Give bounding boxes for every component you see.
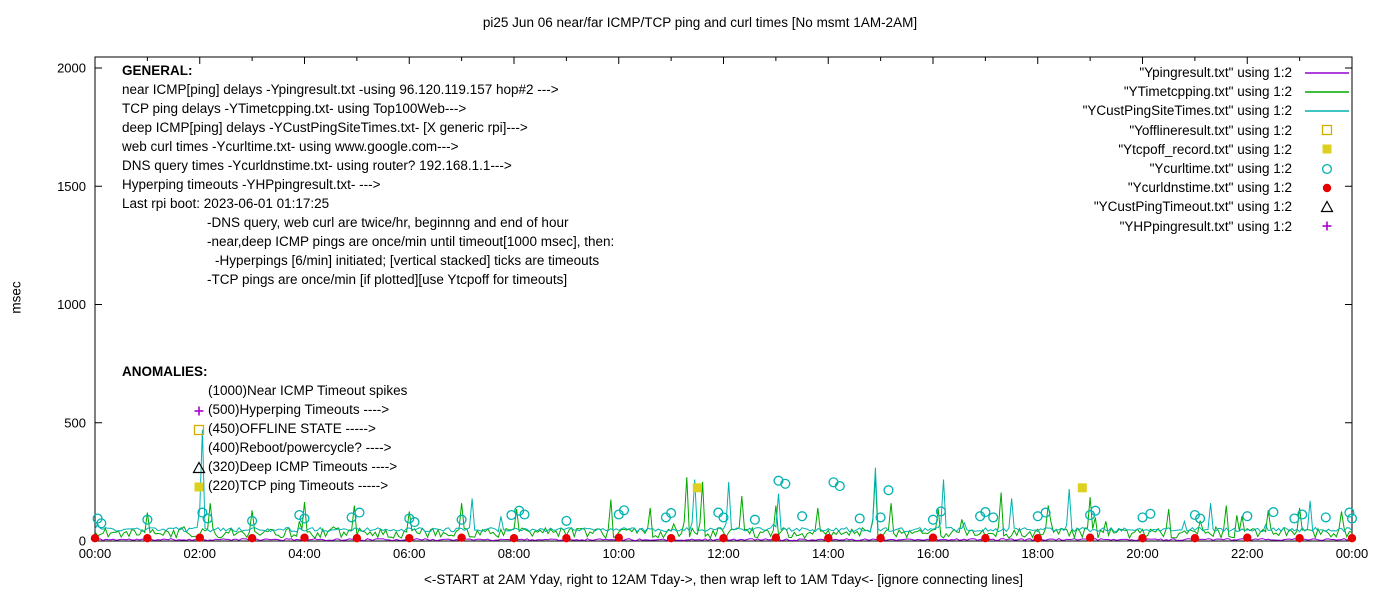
general-line: Last rpi boot: 2023-06-01 01:17:25 bbox=[122, 196, 330, 211]
plus-icon bbox=[191, 402, 208, 418]
legend-label: "Ycurltime.txt" using 1:2 bbox=[1149, 161, 1292, 177]
anomalies-notes: ANOMALIES: (1000)Near ICMP Timeout spike… bbox=[122, 362, 407, 495]
legend-label: "YHPpingresult.txt" using 1:2 bbox=[1119, 218, 1292, 234]
anomaly-text: (1000)Near ICMP Timeout spikes bbox=[208, 383, 408, 398]
marker-spacer bbox=[191, 383, 208, 399]
y-tick-label: 1500 bbox=[57, 179, 86, 194]
general-lines: near ICMP[ping] delays -Ypingresult.txt … bbox=[122, 80, 614, 289]
general-line: -near,deep ICMP pings are once/min until… bbox=[207, 234, 615, 249]
legend-row: "YCustPingTimeout.txt" using 1:2 bbox=[1083, 197, 1352, 216]
x-tick-label: 04:00 bbox=[288, 546, 321, 561]
general-line: deep ICMP[ping] delays -YCustPingSiteTim… bbox=[122, 120, 528, 135]
general-line: Hyperping timeouts -YHPpingresult.txt- -… bbox=[122, 177, 381, 192]
legend-line-sample bbox=[1302, 103, 1352, 119]
legend-row: "YHPpingresult.txt" using 1:2 bbox=[1083, 217, 1352, 236]
legend: "Ypingresult.txt" using 1:2 "YTimetcpping… bbox=[1083, 63, 1352, 236]
series-line-YCustPingSiteTimes bbox=[94, 429, 1353, 533]
legend-square-open-icon bbox=[1302, 122, 1352, 138]
square-open-icon bbox=[191, 421, 208, 437]
legend-square-filled-icon bbox=[1302, 141, 1352, 157]
legend-row: "YTimetcpping.txt" using 1:2 bbox=[1083, 82, 1352, 101]
legend-line-sample bbox=[1302, 84, 1352, 100]
anomaly-text: (320)Deep ICMP Timeouts ----> bbox=[208, 459, 398, 474]
anomaly-text: (500)Hyperping Timeouts ----> bbox=[208, 402, 390, 417]
legend-row: "Ycurldnstime.txt" using 1:2 bbox=[1083, 178, 1352, 197]
legend-row: "Ytcpoff_record.txt" using 1:2 bbox=[1083, 140, 1352, 159]
series-line-YTimetcpping bbox=[94, 474, 1353, 540]
general-line: near ICMP[ping] delays -Ypingresult.txt … bbox=[122, 82, 559, 97]
x-tick-label: 00:00 bbox=[1336, 546, 1369, 561]
legend-label: "Ypingresult.txt" using 1:2 bbox=[1139, 65, 1292, 81]
general-line: DNS query times -Ycurldnstime.txt- using… bbox=[122, 158, 512, 173]
general-notes: GENERAL: near ICMP[ping] delays -Ypingre… bbox=[122, 61, 614, 289]
legend-row: "Ypingresult.txt" using 1:2 bbox=[1083, 63, 1352, 82]
y-tick-label: 500 bbox=[64, 415, 86, 430]
legend-row: "Yofflineresult.txt" using 1:2 bbox=[1083, 121, 1352, 140]
legend-line-sample bbox=[1302, 65, 1352, 81]
anomaly-row: (450)OFFLINE STATE -----> bbox=[191, 419, 407, 438]
x-tick-label: 12:00 bbox=[707, 546, 740, 561]
anomaly-row: (220)TCP ping Timeouts -----> bbox=[191, 476, 407, 495]
x-tick-label: 08:00 bbox=[498, 546, 531, 561]
x-tick-label: 00:00 bbox=[79, 546, 112, 561]
legend-label: "Ytcpoff_record.txt" using 1:2 bbox=[1118, 141, 1292, 157]
series-points-Ytcpoff_record bbox=[692, 483, 1087, 493]
x-tick-label: 20:00 bbox=[1126, 546, 1159, 561]
series-points-Ycurldnstime bbox=[90, 533, 1357, 543]
legend-label: "YCustPingSiteTimes.txt" using 1:2 bbox=[1082, 103, 1292, 119]
y-tick-label: 2000 bbox=[57, 61, 86, 76]
legend-label: "YTimetcpping.txt" using 1:2 bbox=[1123, 84, 1292, 100]
x-tick-label: 06:00 bbox=[393, 546, 426, 561]
y-tick-label: 1000 bbox=[57, 297, 86, 312]
general-line: TCP ping delays -YTimetcpping.txt- using… bbox=[122, 101, 467, 116]
legend-label: "Yofflineresult.txt" using 1:2 bbox=[1129, 122, 1292, 138]
anomaly-text: (220)TCP ping Timeouts -----> bbox=[208, 478, 389, 493]
legend-row: "YCustPingSiteTimes.txt" using 1:2 bbox=[1083, 101, 1352, 120]
y-tick-label: 0 bbox=[79, 534, 86, 549]
anomaly-row: (1000)Near ICMP Timeout spikes bbox=[191, 381, 407, 400]
legend-plus-icon bbox=[1302, 218, 1352, 234]
x-tick-label: 14:00 bbox=[812, 546, 845, 561]
triangle-open-icon bbox=[191, 459, 208, 475]
general-line: -DNS query, web curl are twice/hr, begin… bbox=[207, 215, 569, 230]
anomaly-row: (320)Deep ICMP Timeouts ----> bbox=[191, 457, 407, 476]
anomalies-heading: ANOMALIES: bbox=[122, 364, 208, 379]
anomaly-text: (400)Reboot/powercycle? ----> bbox=[208, 440, 392, 455]
legend-label: "YCustPingTimeout.txt" using 1:2 bbox=[1093, 199, 1292, 215]
general-line: -TCP pings are once/min [if plotted][use… bbox=[207, 272, 568, 287]
x-tick-label: 22:00 bbox=[1231, 546, 1264, 561]
chart-title: pi25 Jun 06 near/far ICMP/TCP ping and c… bbox=[482, 15, 918, 30]
legend-row: "Ycurltime.txt" using 1:2 bbox=[1083, 159, 1352, 178]
x-tick-label: 10:00 bbox=[602, 546, 635, 561]
anomaly-rows: (1000)Near ICMP Timeout spikes (500)Hyper… bbox=[191, 381, 407, 495]
x-tick-label: 16:00 bbox=[917, 546, 950, 561]
anomaly-row: (400)Reboot/powercycle? ----> bbox=[191, 438, 407, 457]
anomaly-text: (450)OFFLINE STATE -----> bbox=[208, 421, 376, 436]
anomaly-row: (500)Hyperping Timeouts ----> bbox=[191, 400, 407, 419]
legend-circle-filled-icon bbox=[1302, 180, 1352, 196]
legend-triangle-open-icon bbox=[1302, 199, 1352, 215]
x-tick-label: 18:00 bbox=[1021, 546, 1054, 561]
general-line: web curl times -Ycurltime.txt- using www… bbox=[122, 139, 459, 154]
general-line: -Hyperpings [6/min] initiated; [vertical… bbox=[215, 253, 600, 268]
marker-spacer bbox=[191, 440, 208, 456]
series-points-Ycurltime bbox=[92, 475, 1358, 529]
legend-circle-open-icon bbox=[1302, 161, 1352, 177]
x-tick-label: 02:00 bbox=[183, 546, 216, 561]
x-axis-note: <-START at 2AM Yday, right to 12AM Tday-… bbox=[424, 572, 1023, 587]
general-heading: GENERAL: bbox=[122, 63, 193, 78]
square-filled-icon bbox=[191, 478, 208, 494]
legend-label: "Ycurldnstime.txt" using 1:2 bbox=[1127, 180, 1292, 196]
